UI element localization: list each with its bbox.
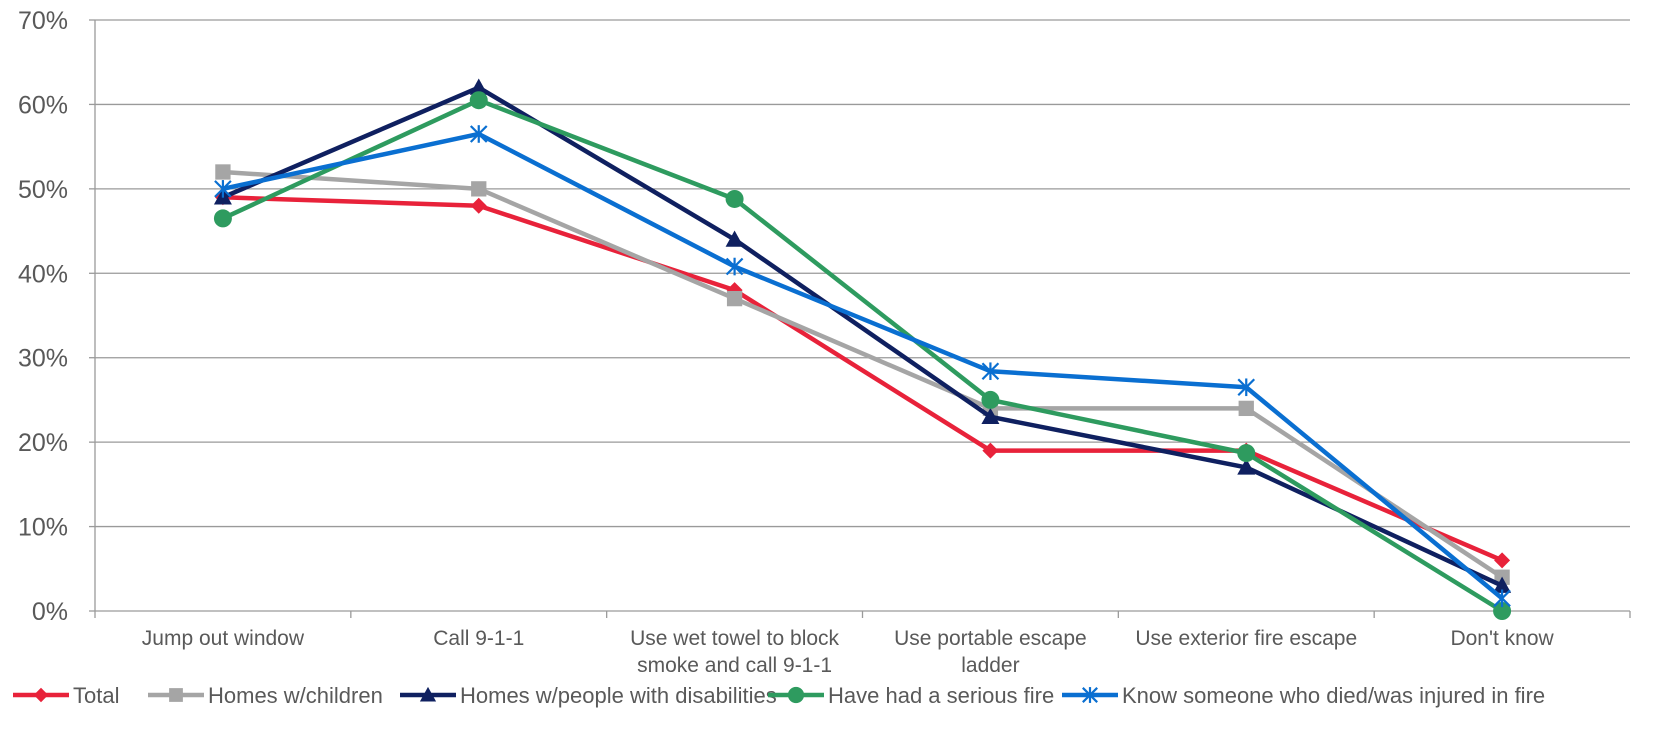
point-marker [1082, 687, 1098, 703]
x-tick-label: Call 9-1-1 [433, 627, 524, 650]
point-marker [33, 687, 49, 703]
point-marker [726, 290, 743, 307]
axes: 0% 10% 20% 30% 40% 50% 60% 70% Jump out window Ca… [18, 7, 1631, 677]
x-tick-label: Use wet towel to block smoke and call 9-1… [630, 627, 839, 677]
legend-label: Homes w/children [208, 683, 383, 708]
legend-item: Homes w/people with disabilities [400, 683, 777, 708]
point-marker [982, 442, 999, 459]
point-marker [1237, 378, 1256, 397]
point-marker [981, 390, 1000, 409]
legend-label: Have had a serious fire [828, 683, 1054, 708]
x-tick-label: Use exterior fire escape [1135, 627, 1357, 650]
legend-item: Have had a serious fire [768, 683, 1054, 708]
y-tick-label: 0% [32, 598, 68, 626]
series-line [222, 195, 1503, 563]
point-marker [1494, 552, 1511, 569]
legend: Total Homes w/children Homes w/people with… [13, 683, 1545, 708]
y-tick-label: 20% [18, 429, 68, 457]
point-marker [469, 125, 488, 143]
legend-label: Know someone who died/was injured in fir… [1122, 683, 1545, 708]
point-marker [1237, 444, 1256, 463]
series-total [214, 189, 1511, 569]
point-marker [981, 362, 1000, 381]
point-marker [214, 180, 232, 198]
series-line [222, 169, 1504, 580]
x-tick-label: Don't know [1450, 627, 1554, 650]
legend-item: Know someone who died/was injured in fir… [1062, 683, 1545, 708]
y-tick-label: 70% [18, 7, 68, 35]
point-marker [1237, 458, 1256, 475]
point-marker [1238, 400, 1254, 417]
point-marker [725, 257, 744, 276]
point-marker [215, 164, 231, 180]
y-tick-label: 10% [18, 514, 68, 542]
y-tick-label: 60% [18, 91, 68, 119]
point-marker [471, 181, 487, 197]
series-line [221, 97, 1504, 613]
series-line [222, 85, 1504, 588]
series-homes-w-children [215, 164, 1510, 585]
point-marker [1493, 602, 1512, 620]
point-marker [213, 209, 232, 228]
point-marker [469, 91, 488, 110]
point-marker [419, 686, 437, 702]
series-lines [213, 78, 1512, 620]
point-marker [1493, 576, 1512, 593]
point-marker [725, 189, 744, 208]
legend-item: Homes w/children [148, 683, 383, 708]
point-marker [1493, 589, 1511, 608]
y-tick-label: 30% [18, 345, 68, 373]
series-line [222, 131, 1504, 601]
point-marker [169, 688, 183, 702]
point-marker [787, 686, 805, 704]
x-tick-label: Use portable escape ladder [894, 627, 1087, 677]
series-have-had-a-serious-fire [213, 91, 1512, 620]
legend-label: Total [73, 683, 119, 708]
point-marker [981, 407, 1000, 425]
series-homes-w-people-with-disabilities [213, 78, 1512, 593]
point-marker [725, 230, 744, 247]
series-know-someone-who-died-was-injured-in-fire [214, 125, 1511, 608]
legend-label: Homes w/people with disabilities [460, 683, 777, 708]
point-marker [469, 78, 488, 95]
legend-item: Total [13, 683, 119, 708]
x-tick-label: Jump out window [142, 627, 305, 650]
gridlines [95, 19, 1630, 528]
y-tick-label: 50% [18, 176, 68, 204]
point-marker [470, 197, 487, 214]
y-tick-label: 40% [18, 260, 68, 288]
